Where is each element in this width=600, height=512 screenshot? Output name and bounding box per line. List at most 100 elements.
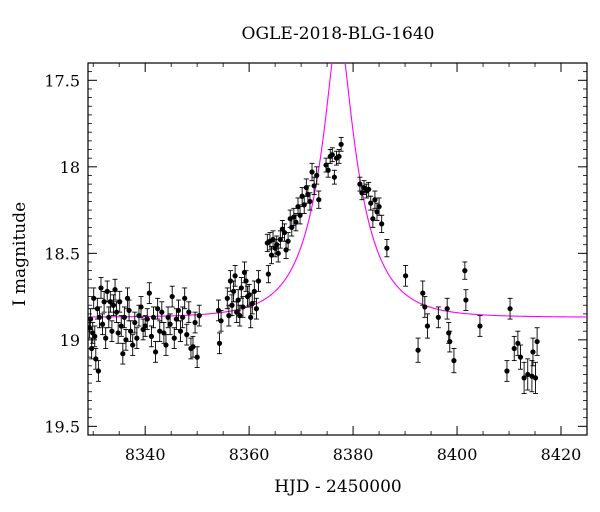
data-point	[285, 232, 291, 251]
data-marker	[376, 204, 382, 210]
data-point	[504, 360, 510, 382]
data-marker	[196, 313, 202, 319]
data-point	[107, 290, 113, 313]
data-point	[132, 311, 138, 334]
data-marker	[293, 219, 299, 225]
data-point	[451, 348, 457, 374]
data-marker	[402, 273, 409, 279]
data-marker	[180, 314, 186, 320]
data-point	[123, 329, 129, 351]
data-marker	[184, 332, 190, 338]
x-tick-label: 8380	[333, 445, 374, 464]
data-point	[521, 361, 527, 394]
data-point	[462, 261, 468, 280]
data-point	[163, 334, 169, 356]
data-point	[216, 332, 223, 355]
data-point	[103, 327, 109, 349]
data-point	[265, 264, 271, 284]
data-point	[530, 337, 536, 367]
x-tick-label: 8400	[437, 445, 478, 464]
data-marker	[148, 333, 155, 339]
data-marker	[130, 342, 136, 348]
data-point	[338, 136, 344, 152]
data-marker	[251, 288, 257, 294]
data-marker	[291, 214, 297, 220]
data-marker	[265, 271, 271, 277]
data-point	[112, 278, 118, 301]
data-marker	[224, 295, 230, 301]
data-marker	[216, 340, 223, 346]
data-point	[159, 301, 165, 323]
data-point	[281, 223, 288, 242]
data-point	[376, 197, 382, 216]
data-point	[184, 323, 190, 346]
data-marker	[96, 314, 103, 320]
data-point	[515, 330, 521, 356]
data-marker	[113, 309, 120, 315]
data-marker	[92, 333, 98, 339]
plot-area-frame	[87, 62, 588, 436]
data-point	[144, 308, 150, 330]
data-marker	[171, 335, 177, 341]
data-point	[177, 320, 184, 343]
data-point	[117, 290, 123, 313]
data-marker	[297, 212, 303, 218]
data-marker	[104, 288, 110, 294]
data-marker	[230, 288, 237, 294]
data-marker	[477, 323, 483, 329]
data-point	[372, 190, 378, 209]
data-point	[534, 327, 540, 356]
data-marker	[309, 169, 315, 175]
data-marker	[435, 314, 441, 320]
y-tick-label: 19	[60, 331, 80, 350]
data-marker	[248, 314, 254, 320]
data-marker	[229, 302, 235, 308]
data-point	[379, 214, 385, 234]
data-marker	[226, 313, 232, 319]
data-marker	[227, 278, 234, 284]
data-marker	[95, 368, 101, 374]
data-point	[110, 294, 117, 317]
data-point	[316, 190, 322, 209]
data-marker	[415, 347, 421, 353]
data-point	[422, 296, 428, 318]
data-marker	[142, 323, 148, 329]
data-point	[92, 325, 98, 348]
data-point	[155, 297, 161, 320]
data-point	[232, 264, 238, 287]
data-point	[182, 287, 188, 310]
data-point	[435, 306, 441, 329]
data-marker	[88, 316, 94, 322]
data-point	[146, 282, 152, 304]
data-marker	[159, 309, 165, 315]
data-marker	[255, 278, 262, 284]
x-tick-label: 8420	[541, 445, 582, 464]
chart-title: OGLE-2018-BLG-1640	[242, 24, 435, 44]
data-marker	[101, 299, 107, 305]
data-marker	[121, 314, 127, 320]
data-marker	[146, 290, 152, 296]
data-marker	[134, 335, 140, 341]
data-marker	[240, 304, 246, 310]
data-point	[293, 213, 299, 232]
y-tick-label: 19.5	[44, 417, 80, 436]
data-point	[532, 361, 539, 394]
data-point	[415, 337, 421, 363]
data-marker	[281, 229, 288, 236]
data-point	[463, 289, 469, 311]
data-point	[95, 360, 101, 382]
data-point	[98, 277, 104, 299]
data-marker	[372, 197, 378, 203]
data-point	[424, 313, 431, 339]
data-point	[138, 296, 144, 318]
data-point	[99, 313, 106, 336]
y-tick-label: 18.5	[44, 244, 80, 263]
data-marker	[238, 285, 244, 291]
data-point	[297, 206, 303, 225]
data-marker	[325, 167, 331, 173]
data-point	[196, 304, 202, 327]
data-point	[517, 344, 524, 370]
data-marker	[253, 306, 260, 312]
data-point	[218, 309, 224, 332]
